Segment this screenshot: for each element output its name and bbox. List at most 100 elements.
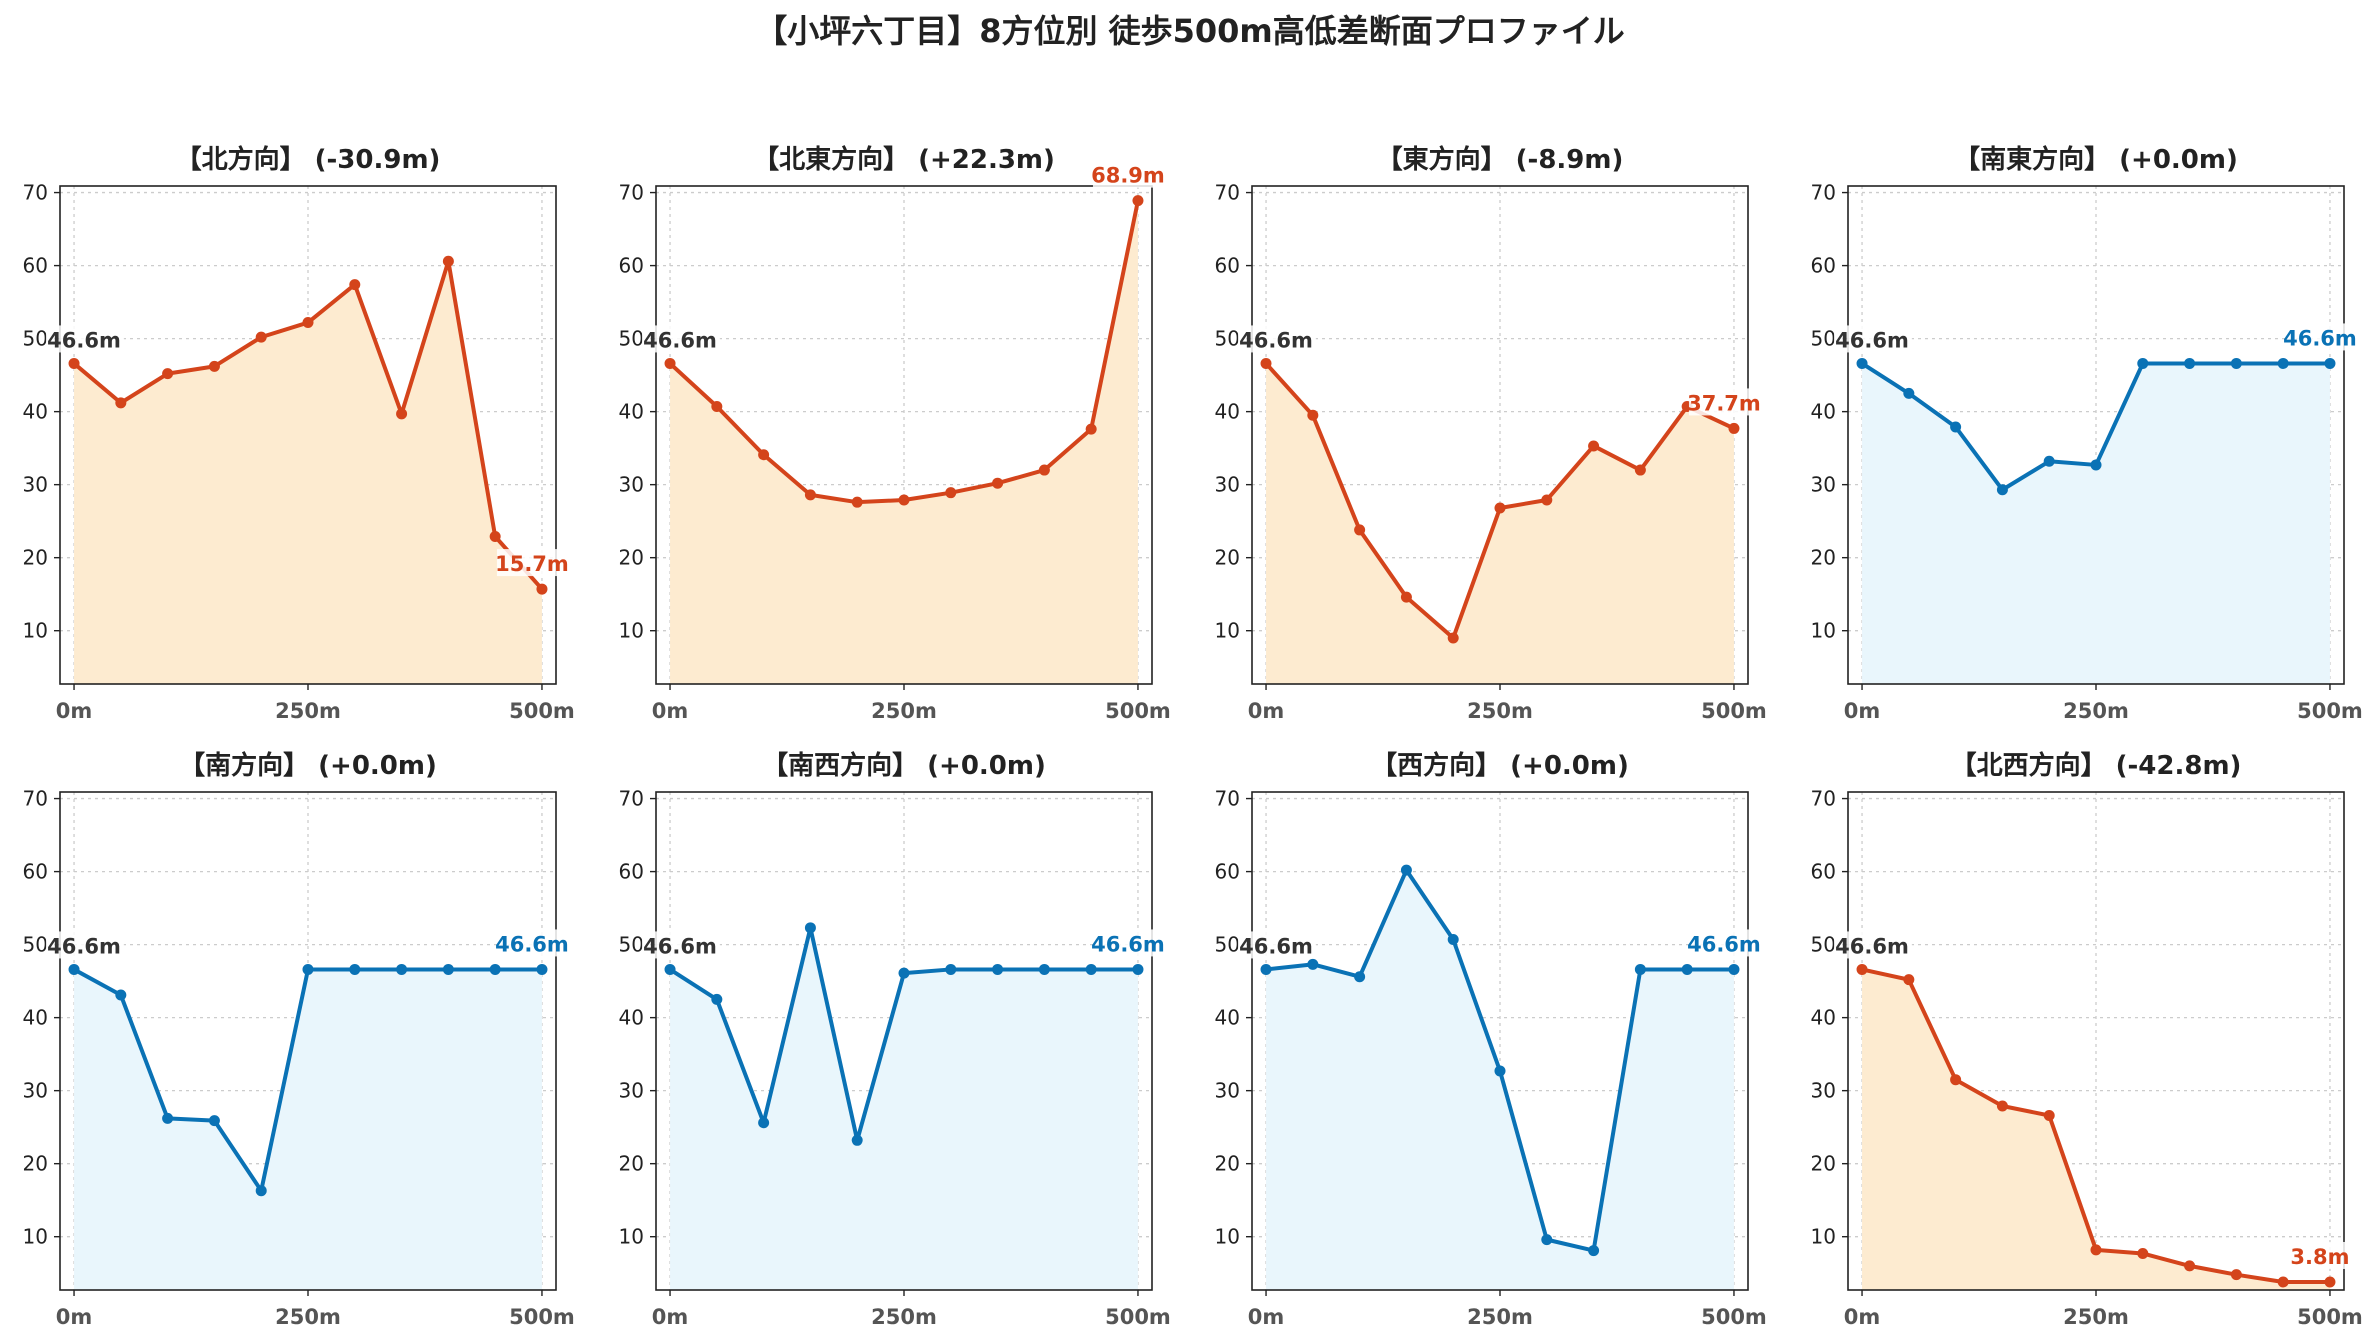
y-tick-label: 40 — [1811, 400, 1836, 424]
y-tick-label: 20 — [619, 546, 644, 570]
y-tick-label: 30 — [1811, 1079, 1836, 1103]
data-point — [2090, 1244, 2102, 1256]
panel-title: 【西方向】 (+0.0m) — [1371, 750, 1629, 781]
end-label: 3.8m — [2290, 1245, 2349, 1269]
data-point — [1307, 409, 1319, 421]
figure-title: 【小坪六丁目】8方位別 徒歩500m高低差断面プロファイル — [755, 12, 1625, 50]
data-point — [664, 357, 676, 369]
y-tick-label: 40 — [619, 400, 644, 424]
x-tick-label: 500m — [1105, 1305, 1171, 1329]
y-tick-label: 20 — [23, 546, 48, 570]
data-point — [1307, 958, 1319, 970]
data-point — [68, 963, 80, 975]
data-point — [1132, 195, 1144, 207]
y-tick-label: 40 — [619, 1006, 644, 1030]
area-fill — [670, 927, 1138, 1290]
y-tick-label: 20 — [619, 1152, 644, 1176]
start-label-bg — [642, 931, 721, 959]
chart-panel: 【南方向】 (+0.0m) 10 20 30 40 50 60 70 0m 250m 500m 46.… — [23, 750, 575, 1329]
data-point — [2230, 1269, 2242, 1281]
data-point — [1085, 963, 1097, 975]
x-tick-label: 0m — [1844, 1305, 1881, 1329]
panel-title: 【南東方向】 (+0.0m) — [1954, 144, 2238, 175]
y-tick-label: 60 — [1215, 860, 1240, 884]
y-tick-label: 70 — [619, 181, 644, 205]
x-tick-label: 250m — [1467, 1305, 1533, 1329]
y-tick-label: 50 — [619, 933, 644, 957]
data-point — [1400, 591, 1412, 603]
data-point — [1541, 494, 1553, 506]
end-label-bg — [496, 549, 567, 577]
data-point — [1903, 974, 1915, 986]
data-point — [1996, 484, 2008, 496]
data-point — [536, 963, 548, 975]
end-label-bg — [496, 929, 567, 957]
end-label-bg — [1688, 388, 1759, 416]
area-fill — [670, 200, 1138, 684]
chart-panel: 【西方向】 (+0.0m) 10 20 30 40 50 60 70 0m 250m 500m 46.… — [1215, 750, 1767, 1329]
area-fill — [74, 969, 542, 1290]
data-point — [1950, 1074, 1962, 1086]
x-tick-label: 0m — [56, 699, 93, 723]
data-point — [758, 449, 770, 461]
x-tick-label: 500m — [2297, 1305, 2363, 1329]
start-label-bg — [1238, 931, 1317, 959]
y-tick-label: 40 — [23, 1006, 48, 1030]
chart-panel: 【南東方向】 (+0.0m) 10 20 30 40 50 60 70 0m 250m 500m 46… — [1811, 144, 2363, 723]
data-point — [115, 989, 127, 1001]
data-point — [2277, 357, 2289, 369]
y-tick-label: 30 — [1215, 473, 1240, 497]
y-tick-label: 30 — [1215, 1079, 1240, 1103]
data-point — [1856, 357, 1868, 369]
data-point — [1132, 963, 1144, 975]
data-point — [302, 317, 314, 329]
chart-panel: 【東方向】 (-8.9m) 10 20 30 40 50 60 70 0m 250m 500m 46.… — [1215, 144, 1767, 723]
data-point — [1354, 524, 1366, 536]
data-point — [804, 489, 816, 501]
end-label-bg — [1688, 929, 1759, 957]
start-label: 46.6m — [1239, 328, 1313, 352]
x-tick-label: 0m — [1248, 1305, 1285, 1329]
x-tick-label: 500m — [509, 1305, 575, 1329]
y-tick-label: 70 — [619, 787, 644, 811]
chart-panel: 【北東方向】 (+22.3m) 10 20 30 40 50 60 70 0m 250m 500m 4… — [619, 144, 1171, 723]
data-point — [1950, 421, 1962, 433]
data-point — [1634, 963, 1646, 975]
panel-title: 【北方向】 (-30.9m) — [176, 144, 441, 175]
data-point — [1903, 387, 1915, 399]
y-tick-label: 50 — [619, 327, 644, 351]
data-point — [349, 279, 361, 291]
data-point — [208, 360, 220, 372]
data-point — [396, 963, 408, 975]
start-label: 46.6m — [643, 934, 717, 958]
end-label: 46.6m — [1091, 932, 1165, 956]
start-label: 46.6m — [47, 328, 121, 352]
data-point — [711, 401, 723, 413]
x-tick-label: 250m — [275, 1305, 341, 1329]
y-tick-label: 10 — [23, 1225, 48, 1249]
data-point — [255, 331, 267, 343]
panel-title: 【北西方向】 (-42.8m) — [1951, 750, 2242, 781]
x-tick-label: 500m — [509, 699, 575, 723]
data-point — [162, 368, 174, 380]
data-point — [2184, 357, 2196, 369]
y-tick-label: 10 — [1215, 1225, 1240, 1249]
data-point — [1728, 422, 1740, 434]
x-tick-label: 0m — [1248, 699, 1285, 723]
y-tick-label: 20 — [23, 1152, 48, 1176]
data-point — [1038, 464, 1050, 476]
y-tick-label: 40 — [23, 400, 48, 424]
y-tick-label: 30 — [23, 1079, 48, 1103]
data-point — [2043, 455, 2055, 467]
data-point — [162, 1112, 174, 1124]
x-tick-label: 500m — [1701, 699, 1767, 723]
end-label: 37.7m — [1687, 391, 1761, 415]
data-point — [1728, 963, 1740, 975]
y-tick-label: 30 — [619, 1079, 644, 1103]
end-label: 46.6m — [2283, 326, 2357, 350]
data-point — [1494, 502, 1506, 514]
data-point — [945, 487, 957, 499]
start-label-bg — [1238, 325, 1317, 353]
